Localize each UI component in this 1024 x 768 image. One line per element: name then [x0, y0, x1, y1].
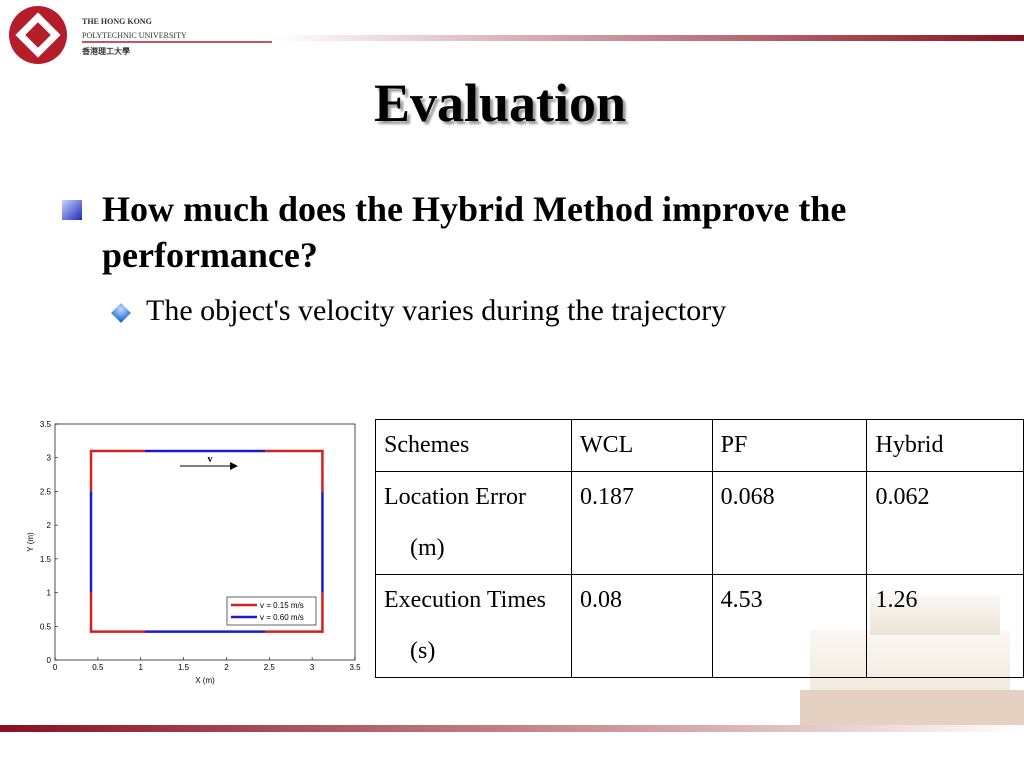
y-tick-label: 2 [47, 521, 52, 530]
slide-title: Evaluation [373, 73, 627, 133]
table-cell: 0.068 [711, 471, 868, 575]
table-cell: 0.187 [571, 471, 713, 575]
table-cell: PF [711, 419, 868, 472]
x-axis-label: X (m) [195, 676, 215, 685]
logo-line1: THE HONG KONG [82, 17, 152, 26]
y-tick-label: 0.5 [40, 622, 52, 631]
top-rule [270, 35, 1024, 41]
table-cell: Hybrid [866, 419, 1024, 472]
table-cell: 1.26 [866, 574, 1024, 678]
bullet: How much does the Hybrid Method improve … [102, 189, 847, 275]
y-tick-label: 1 [47, 589, 52, 598]
bottom-rule [0, 725, 1024, 732]
y-axis-label: Y (m) [26, 532, 35, 552]
table-cell: 4.53 [711, 574, 868, 678]
x-tick-label: 2 [224, 663, 229, 672]
results-table: Schemes WCL PF Hybrid Location Error (m) 0.18… [375, 419, 1024, 678]
logo-line3: 香港理工大學 [81, 46, 130, 56]
x-tick-label: 1 [138, 663, 143, 672]
x-tick-label: 2.5 [264, 663, 276, 672]
x-tick-label: 1.5 [178, 663, 190, 672]
table-cell: 0.062 [866, 471, 1024, 575]
trajectory-line [89, 449, 324, 633]
legend-label: v = 0.60 m/s [260, 613, 304, 622]
arrow-head [230, 462, 238, 470]
table-cell: 0.08 [571, 574, 713, 678]
annotation: v [208, 454, 213, 465]
table-row: Schemes WCL PF Hybrid [375, 419, 1024, 472]
y-tick-label: 2.5 [40, 487, 52, 496]
table-cell: WCL [571, 419, 713, 472]
table-cell: Location Error (m) [375, 471, 572, 575]
bullet-icon [62, 200, 82, 220]
chart: 0 0.5 1 1.5 2 2.5 3 3.5 0 0.5 1 1.5 2 2.5 3 3.5 X (m) Y (… [26, 420, 361, 685]
table-row: Location Error (m) 0.187 0.068 0.062 [375, 471, 1024, 575]
legend-box [226, 596, 317, 626]
x-tick-label: 3 [310, 663, 315, 672]
x-tick-label: 0.5 [92, 663, 104, 672]
y-tick-label: 0 [47, 656, 52, 665]
sub-bullet: The object's velocity varies during the … [146, 294, 727, 327]
table-cell: Execution Times (s) [375, 574, 572, 678]
x-tick-label: 0 [53, 663, 58, 672]
logo-line2: POLYTECHNIC UNIVERSITY [82, 31, 187, 40]
table-cell: Schemes [375, 419, 572, 472]
logo: THE HONG KONG POLYTECHNIC UNIVERSITY 香港理… [9, 6, 272, 64]
y-tick-label: 3 [47, 454, 52, 463]
y-tick-label: 3.5 [40, 420, 52, 429]
legend-label: v = 0.15 m/s [260, 601, 304, 610]
trajectory-line [89, 449, 324, 633]
x-tick-label: 3.5 [349, 663, 361, 672]
y-tick-label: 1.5 [40, 555, 52, 564]
table-row: Execution Times (s) 0.08 4.53 1.26 [375, 574, 1024, 678]
